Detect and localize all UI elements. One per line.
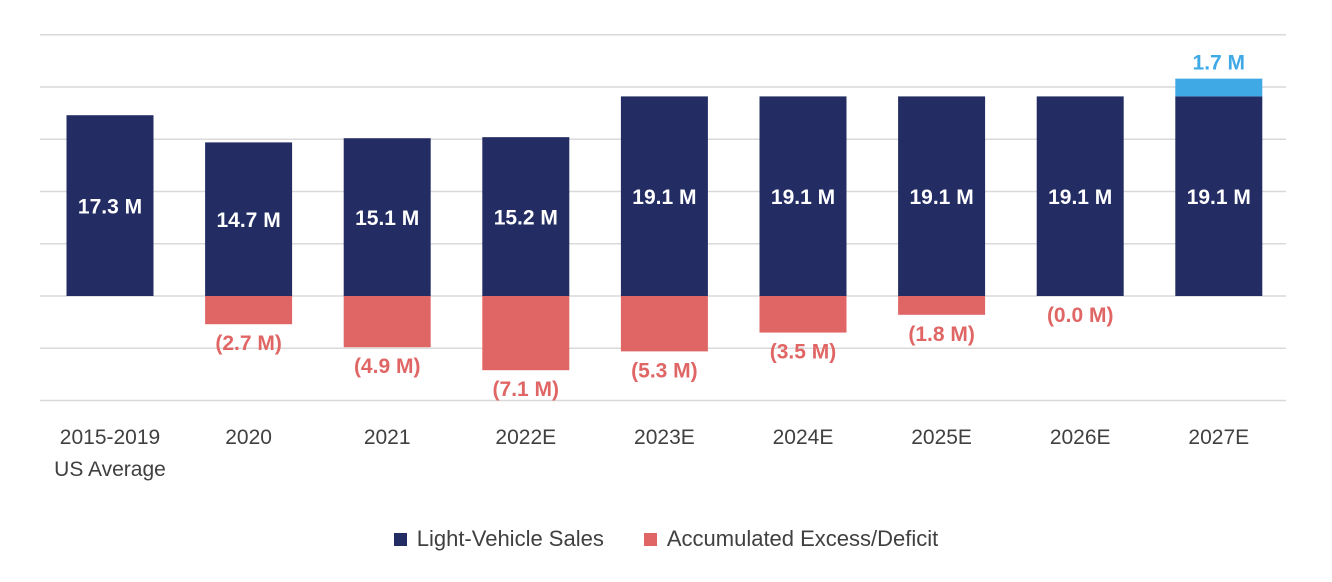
bars	[66, 78, 1263, 371]
legend-item-sales: Light-Vehicle Sales	[393, 526, 604, 552]
data-labels: 17.3 M 14.7 M (2.7 M) 15.1 M (4.9 M) 15.2 M (7…	[78, 52, 1251, 402]
data-label-sales: 17.3 M	[78, 196, 142, 219]
category-label: US Average	[54, 458, 166, 481]
category-label: 2024E	[773, 426, 834, 449]
data-label-deficit: (5.3 M)	[631, 359, 698, 382]
data-label-deficit: (1.8 M)	[908, 323, 975, 346]
legend-label-deficit: Accumulated Excess/Deficit	[666, 526, 939, 551]
category-label: 2021	[364, 426, 411, 449]
data-label-deficit: (4.9 M)	[354, 355, 421, 378]
category-label: 2020	[225, 426, 272, 449]
bar-sales	[343, 138, 431, 296]
bar-deficit	[759, 296, 847, 333]
data-label-sales: 19.1 M	[909, 186, 973, 209]
data-label-deficit: (0.0 M)	[1047, 304, 1114, 327]
legend-swatch-deficit	[643, 532, 657, 546]
data-label-excess: 1.7 M	[1193, 52, 1246, 75]
category-label: 2015-2019	[60, 426, 160, 449]
bar-sales	[759, 96, 847, 296]
data-label-sales: 15.2 M	[494, 207, 558, 230]
data-label-sales: 15.1 M	[355, 207, 419, 230]
data-label-sales: 19.1 M	[1187, 186, 1251, 209]
bar-sales	[898, 96, 986, 296]
bar-deficit	[205, 296, 293, 325]
bar-excess	[1175, 78, 1263, 97]
bar-deficit	[343, 296, 431, 348]
bar-sales	[620, 96, 708, 296]
bar-sales	[205, 142, 293, 296]
data-label-sales: 19.1 M	[632, 186, 696, 209]
bar-sales	[1175, 96, 1263, 296]
data-label-deficit: (2.7 M)	[215, 332, 282, 355]
data-label-deficit: (3.5 M)	[770, 341, 837, 364]
category-label: 2026E	[1050, 426, 1111, 449]
bar-deficit	[620, 296, 708, 352]
category-axis: 2015-2019 US Average 2020 2021 2022E 2023E 202…	[54, 426, 1249, 481]
bar-deficit	[482, 296, 570, 371]
data-label-sales: 14.7 M	[216, 209, 280, 232]
legend-swatch-sales	[393, 532, 407, 546]
category-label: 2023E	[634, 426, 695, 449]
data-label-sales: 19.1 M	[771, 186, 835, 209]
bar-sales	[1036, 96, 1124, 296]
category-label: 2022E	[495, 426, 556, 449]
legend-label-sales: Light-Vehicle Sales	[416, 526, 604, 551]
bar-deficit	[898, 296, 986, 315]
category-label: 2025E	[911, 426, 972, 449]
bar-sales	[482, 137, 570, 296]
data-label-sales: 19.1 M	[1048, 186, 1112, 209]
legend-item-deficit: Accumulated Excess/Deficit	[643, 526, 939, 552]
category-label: 2027E	[1188, 426, 1249, 449]
bar-sales	[66, 115, 154, 296]
data-label-deficit: (7.1 M)	[493, 378, 560, 401]
legend: Light-Vehicle Sales Accumulated Excess/D…	[0, 526, 1332, 552]
